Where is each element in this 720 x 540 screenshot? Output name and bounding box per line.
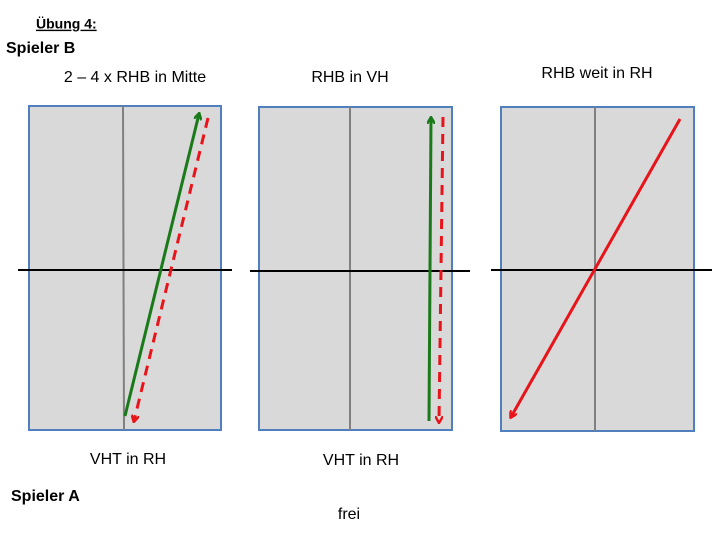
panel-bottom-label: VHT in RH — [323, 452, 399, 469]
arrow-red-dashed — [134, 117, 210, 421]
panel-bottom-label: VHT in RH — [90, 451, 166, 468]
arrow-green — [123, 114, 199, 417]
panel-top-label: RHB weit in RH — [541, 65, 652, 82]
panel-top-label: 2 – 4 x RHB in Mitte — [64, 69, 206, 86]
player-top: Spieler B — [6, 40, 75, 57]
title: Übung 4: — [36, 16, 97, 32]
note: frei — [338, 506, 360, 523]
arrow-red — [511, 118, 682, 417]
table — [28, 105, 222, 431]
player-bottom: Spieler A — [11, 488, 80, 505]
center-line — [122, 105, 125, 431]
table — [258, 106, 453, 431]
arrow-green — [429, 118, 431, 422]
panel-top-label: RHB in VH — [311, 69, 388, 86]
